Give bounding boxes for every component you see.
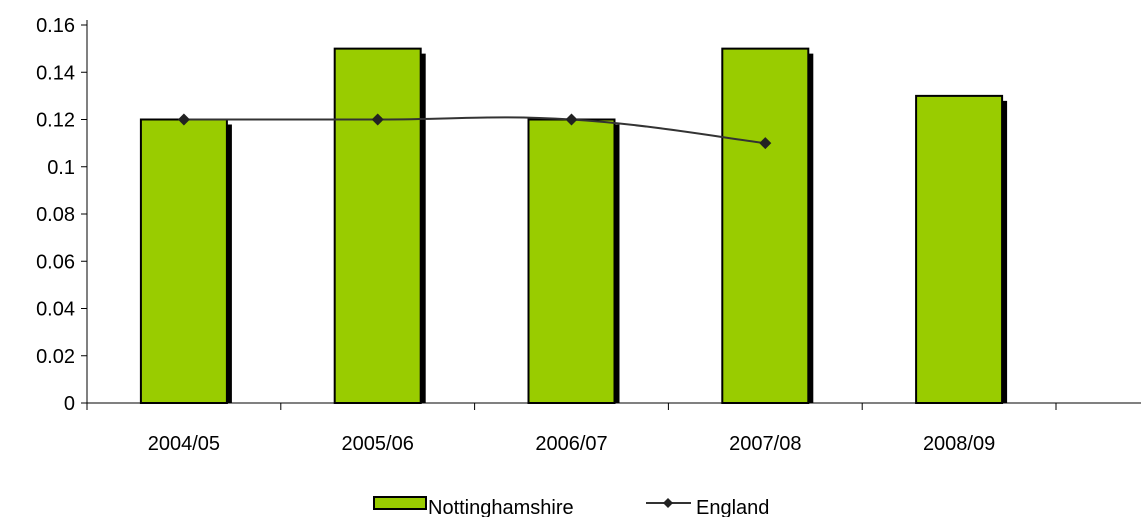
bars-layer <box>139 47 1008 404</box>
y-tick-label: 0.14 <box>36 62 75 84</box>
legend-label-nottinghamshire: Nottinghamshire <box>428 497 574 517</box>
y-tick-label: 0 <box>64 393 75 415</box>
legend-marker-england <box>663 498 673 508</box>
england-marker-2005/06 <box>371 113 384 126</box>
x-tick-label: 2007/08 <box>729 433 801 455</box>
bar-nottinghamshire-2004/05 <box>139 118 228 404</box>
england-marker-2004/05 <box>177 113 190 126</box>
england-marker-2006/07 <box>565 113 578 126</box>
bar-nottinghamshire-2006/07 <box>527 118 616 404</box>
x-tick-label: 2004/05 <box>148 433 220 455</box>
axes-layer: 0 0.02 0.04 0.06 0.08 0.1 0.12 0.14 0.16 2004/05 2… <box>36 15 1141 455</box>
bar-nottinghamshire-2007/08 <box>721 47 810 404</box>
england-marker-2007/08 <box>759 137 772 150</box>
england-line <box>183 116 766 145</box>
y-tick-label: 0.02 <box>36 346 75 368</box>
y-tick-label: 0.12 <box>36 110 75 132</box>
y-tick-label: 0.08 <box>36 204 75 226</box>
y-tick-label: 0.04 <box>36 299 75 321</box>
x-tick-label: 2008/09 <box>923 433 995 455</box>
bar-nottinghamshire-2008/09 <box>915 94 1004 404</box>
england-line-layer <box>177 113 772 150</box>
y-tick-label: 0.1 <box>47 157 75 179</box>
y-tick-label: 0.16 <box>36 15 75 37</box>
legend: Nottinghamshire England <box>373 496 769 517</box>
legend-swatch-nottinghamshire <box>373 496 427 510</box>
y-tick-label: 0.06 <box>36 251 75 273</box>
x-tick-label: 2006/07 <box>535 433 607 455</box>
bar-nottinghamshire-2005/06 <box>333 47 422 404</box>
x-tick-label: 2005/06 <box>342 433 414 455</box>
legend-label-england: England <box>696 497 769 517</box>
